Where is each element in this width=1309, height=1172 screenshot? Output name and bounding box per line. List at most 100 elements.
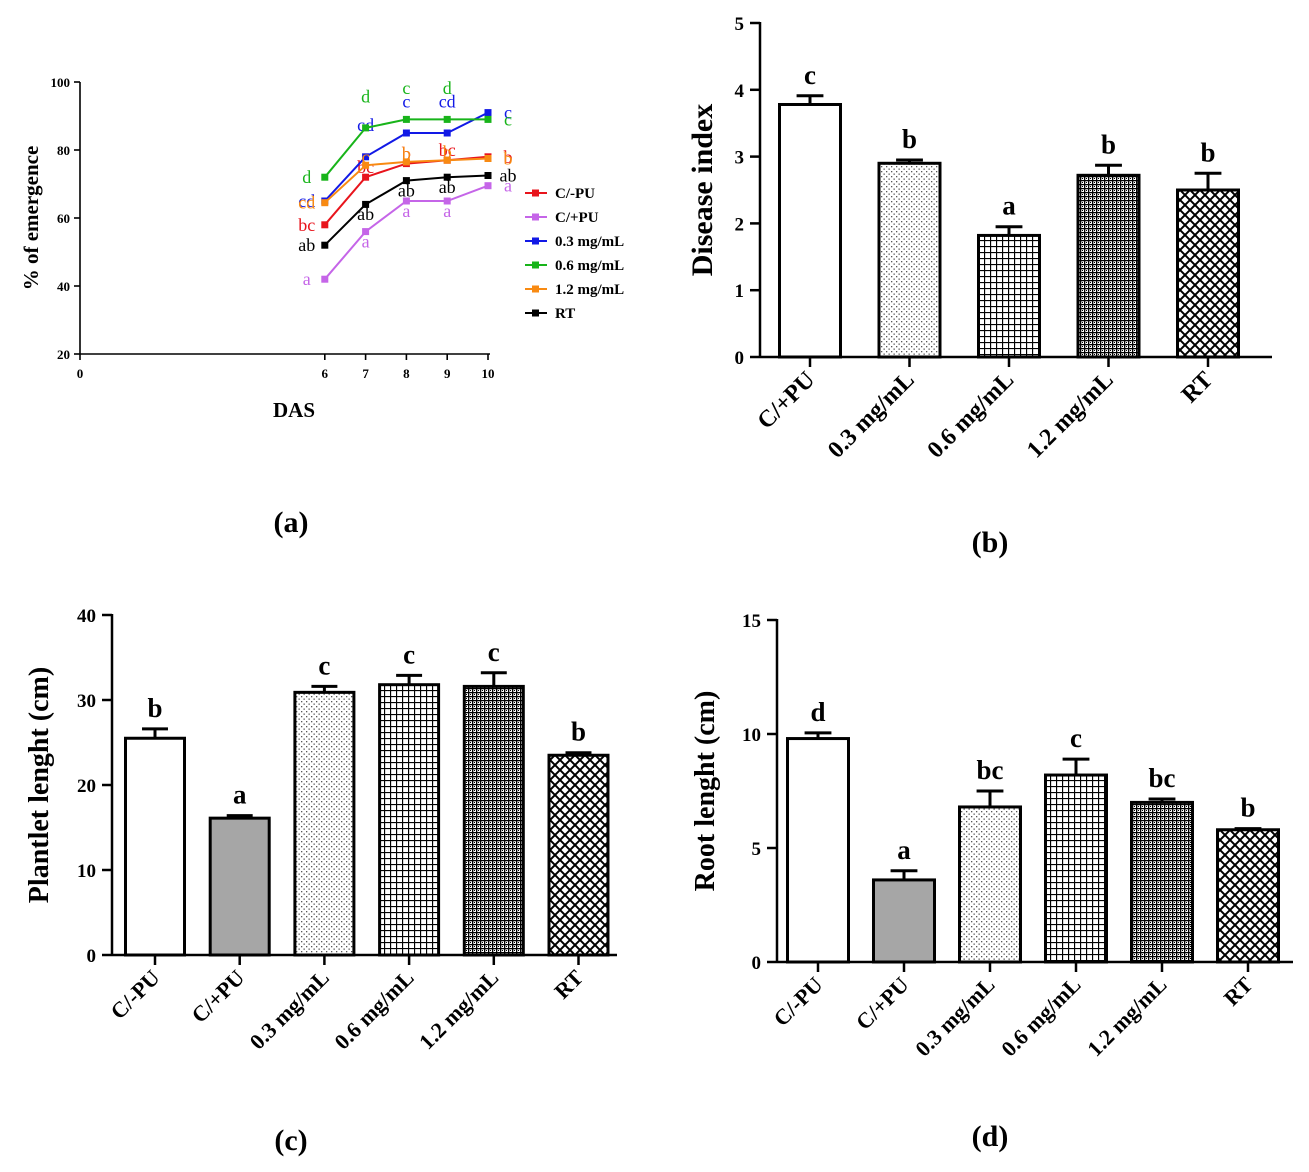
x-tick-label: 6 xyxy=(322,366,329,381)
bar xyxy=(1044,773,1108,964)
data-point xyxy=(362,161,370,169)
data-point xyxy=(362,153,370,161)
significance-label: b xyxy=(402,144,411,164)
y-tick-label: 40 xyxy=(77,606,96,627)
significance-label: ab xyxy=(439,177,456,197)
x-tick-label: RT xyxy=(1177,367,1218,408)
data-point xyxy=(321,241,329,249)
data-point xyxy=(484,182,492,190)
y-tick-label: 20 xyxy=(77,776,96,797)
x-tick-label: 0.6 mg/mL xyxy=(923,367,1020,464)
y-tick-label: 3 xyxy=(735,148,745,169)
legend-marker xyxy=(532,189,539,197)
panel-b-disease-index-chart: 0 1 2 3 4 5 Disease index c C/+PU b 0.3 mg/mL a 0.6 … xyxy=(686,14,1272,463)
bar xyxy=(1076,173,1141,359)
bar xyxy=(547,753,610,957)
significance-label: c xyxy=(403,639,415,669)
significance-label: cd xyxy=(298,193,315,213)
data-point xyxy=(362,173,370,181)
bar xyxy=(293,690,356,957)
legend-label: 1.2 mg/mL xyxy=(555,282,624,298)
significance-label: d xyxy=(443,78,452,98)
data-point xyxy=(443,173,451,181)
data-point xyxy=(484,109,492,117)
y-tick-label: 60 xyxy=(57,211,70,226)
panel-label-c: (c) xyxy=(274,1124,307,1157)
x-tick-label: C/+PU xyxy=(753,367,821,435)
x-tick-label: 1.2 mg/mL xyxy=(1022,367,1119,464)
significance-label: cd xyxy=(439,91,456,111)
y-tick-label: 2 xyxy=(735,214,745,235)
x-tick-label: C/+PU xyxy=(186,965,249,1028)
significance-label: b xyxy=(1200,137,1215,167)
y-tick-label: 4 xyxy=(735,81,745,102)
data-point xyxy=(321,173,329,181)
significance-label: a xyxy=(233,780,247,810)
significance-label: ab xyxy=(500,166,517,186)
significance-label: c xyxy=(504,109,512,129)
x-tick-label: 7 xyxy=(362,366,369,381)
legend-label: 0.3 mg/mL xyxy=(555,234,624,250)
x-tick-label: 1.2 mg/mL xyxy=(414,965,503,1054)
data-point xyxy=(443,156,451,164)
data-point xyxy=(484,115,492,123)
legend-marker xyxy=(532,285,539,293)
significance-label: b xyxy=(147,693,162,723)
significance-label: c xyxy=(402,78,410,98)
significance-label: c xyxy=(362,147,370,167)
y-tick-label: 10 xyxy=(77,861,96,882)
legend-marker xyxy=(532,261,539,269)
significance-label: cd xyxy=(298,191,315,211)
y-tick-label: 5 xyxy=(752,839,762,860)
significance-label: c xyxy=(804,60,816,90)
legend-marker xyxy=(532,213,539,221)
data-point xyxy=(402,129,410,137)
bar xyxy=(1176,188,1240,359)
y-axis-title: % of emergence xyxy=(19,146,43,291)
significance-label: a xyxy=(303,269,311,289)
x-axis-title: DAS xyxy=(273,398,315,422)
data-point xyxy=(402,158,410,166)
bar xyxy=(1130,800,1194,964)
bar xyxy=(124,736,186,957)
y-tick-label: 10 xyxy=(742,725,761,746)
legend-label: RT xyxy=(555,306,575,322)
panel-label-d: (d) xyxy=(972,1120,1009,1153)
y-tick-label: 0 xyxy=(735,348,745,369)
significance-label: ab xyxy=(357,204,374,224)
x-tick-label: 10 xyxy=(482,366,495,381)
x-tick-label: C/-PU xyxy=(768,972,827,1031)
x-tick-label: 8 xyxy=(403,366,410,381)
significance-label: d xyxy=(361,86,370,106)
significance-label: bc xyxy=(298,215,315,235)
bar xyxy=(958,805,1022,964)
legend-label: C/-PU xyxy=(555,186,595,202)
significance-label: a xyxy=(1002,191,1016,221)
bar xyxy=(208,816,271,957)
x-tick-label: C/-PU xyxy=(105,965,164,1024)
significance-label: b xyxy=(1240,793,1255,823)
significance-label: b xyxy=(1101,129,1116,159)
data-point xyxy=(402,177,410,185)
bar xyxy=(378,683,441,957)
y-tick-label: 0 xyxy=(752,953,762,974)
x-tick-label: RT xyxy=(1219,972,1258,1011)
data-point xyxy=(362,124,370,132)
significance-label: a xyxy=(402,201,410,221)
x-tick-label: C/+PU xyxy=(851,972,914,1035)
significance-label: d xyxy=(302,167,311,187)
legend-label: 0.6 mg/mL xyxy=(555,258,624,274)
y-tick-label: 20 xyxy=(57,347,70,362)
significance-label: b xyxy=(504,149,513,169)
x-tick-label: 1.2 mg/mL xyxy=(1082,972,1171,1061)
significance-label: c xyxy=(504,103,512,123)
data-point xyxy=(321,199,329,207)
significance-label: ab xyxy=(398,180,415,200)
significance-label: c xyxy=(488,637,500,667)
significance-label: c xyxy=(318,650,330,680)
panel-label-b: (b) xyxy=(972,526,1009,559)
data-point xyxy=(362,200,370,208)
significance-label: a xyxy=(362,231,370,251)
